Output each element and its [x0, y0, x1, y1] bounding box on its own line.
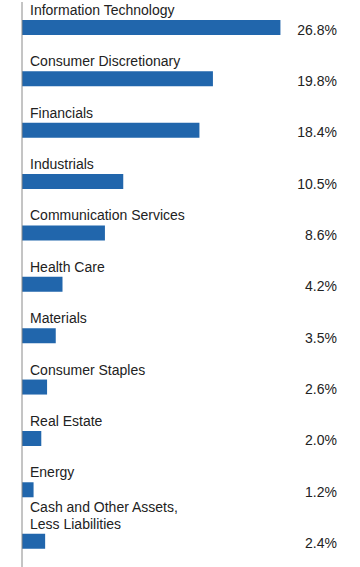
svg-text:26.8%: 26.8% [297, 22, 337, 38]
svg-text:2.6%: 2.6% [305, 381, 337, 397]
svg-text:Health Care: Health Care [30, 259, 105, 275]
svg-text:Energy: Energy [30, 464, 74, 480]
svg-text:1.2%: 1.2% [305, 484, 337, 500]
svg-text:Financials: Financials [30, 105, 93, 121]
svg-text:Real Estate: Real Estate [30, 413, 103, 429]
svg-text:10.5%: 10.5% [297, 176, 337, 192]
svg-text:19.8%: 19.8% [297, 73, 337, 89]
svg-text:Consumer Staples: Consumer Staples [30, 362, 145, 378]
svg-text:18.4%: 18.4% [297, 124, 337, 140]
svg-text:4.2%: 4.2% [305, 278, 337, 294]
svg-text:Consumer Discretionary: Consumer Discretionary [30, 53, 180, 69]
svg-text:Information Technology: Information Technology [30, 2, 175, 18]
svg-text:2.0%: 2.0% [305, 432, 337, 448]
svg-text:Cash and Other Assets,Less Lia: Cash and Other Assets,Less Liabilities [30, 499, 178, 532]
svg-text:8.6%: 8.6% [305, 227, 337, 243]
svg-text:Industrials: Industrials [30, 156, 94, 172]
svg-text:Materials: Materials [30, 310, 87, 326]
svg-text:3.5%: 3.5% [305, 330, 337, 346]
svg-text:2.4%: 2.4% [305, 535, 337, 551]
svg-text:Communication Services: Communication Services [30, 207, 185, 223]
